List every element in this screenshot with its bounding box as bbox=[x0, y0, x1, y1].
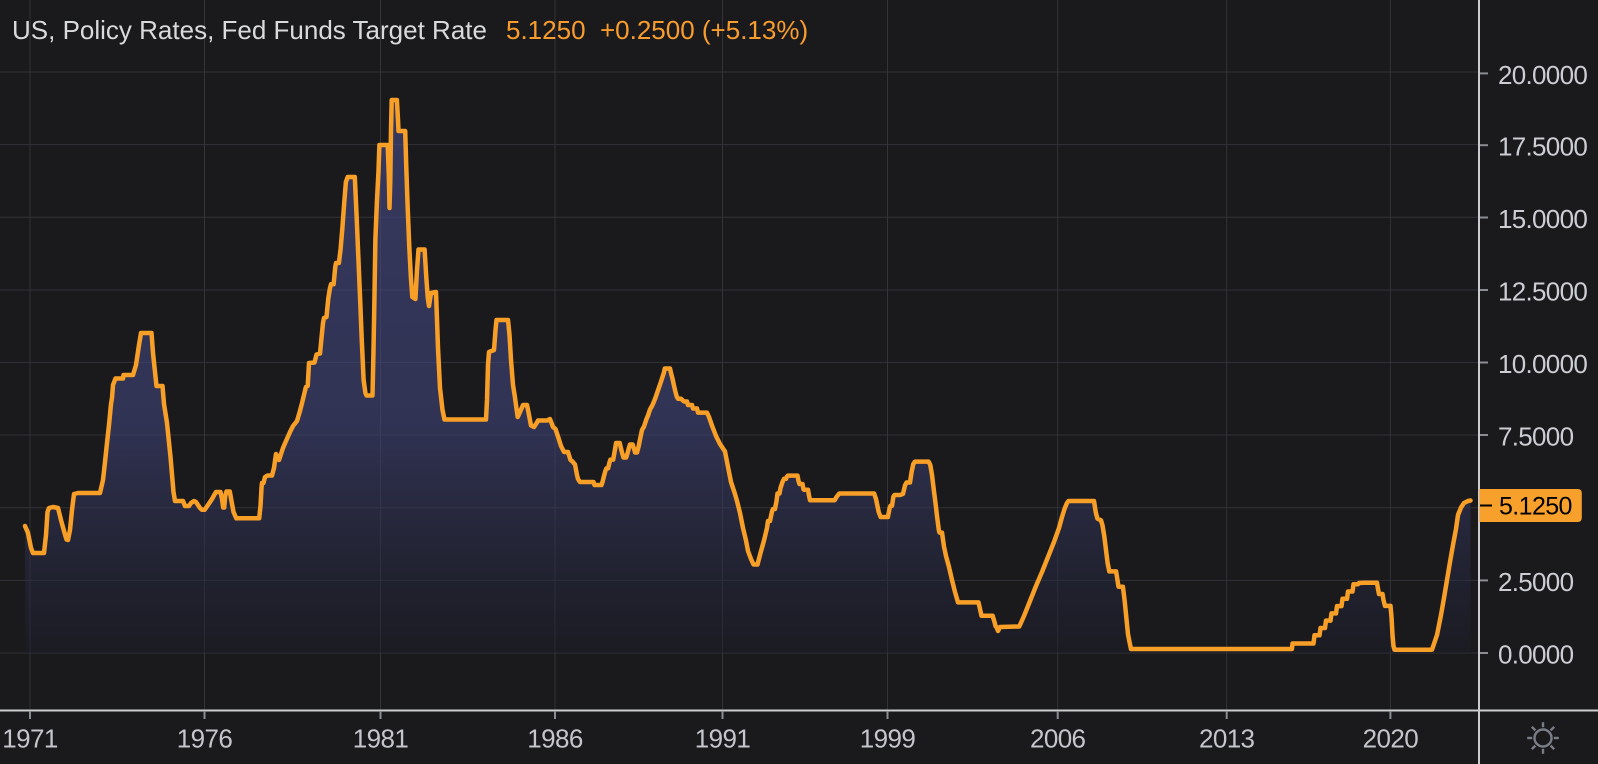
svg-text:2020: 2020 bbox=[1363, 724, 1419, 754]
svg-text:20.0000: 20.0000 bbox=[1498, 60, 1587, 90]
svg-text:1991: 1991 bbox=[695, 724, 751, 754]
svg-text:5.1250: 5.1250 bbox=[1499, 493, 1572, 521]
svg-text:5.1250 +0.2500 (+5.13%): 5.1250 +0.2500 (+5.13%) bbox=[506, 15, 808, 45]
svg-text:10.0000: 10.0000 bbox=[1498, 349, 1587, 379]
svg-text:1971: 1971 bbox=[2, 724, 58, 754]
svg-text:1976: 1976 bbox=[177, 724, 233, 754]
svg-text:12.5000: 12.5000 bbox=[1498, 277, 1587, 307]
svg-text:15.0000: 15.0000 bbox=[1498, 204, 1587, 234]
svg-text:1999: 1999 bbox=[860, 724, 916, 754]
svg-text:17.5000: 17.5000 bbox=[1498, 132, 1587, 162]
svg-text:1986: 1986 bbox=[527, 724, 583, 754]
svg-text:2006: 2006 bbox=[1030, 724, 1086, 754]
svg-text:7.5000: 7.5000 bbox=[1498, 422, 1574, 452]
svg-text:2013: 2013 bbox=[1199, 724, 1255, 754]
svg-text:US, Policy Rates, Fed Funds Ta: US, Policy Rates, Fed Funds Target Rate bbox=[12, 15, 487, 45]
svg-text:2.5000: 2.5000 bbox=[1498, 567, 1574, 597]
svg-text:1981: 1981 bbox=[353, 724, 409, 754]
svg-text:0.0000: 0.0000 bbox=[1498, 640, 1574, 670]
